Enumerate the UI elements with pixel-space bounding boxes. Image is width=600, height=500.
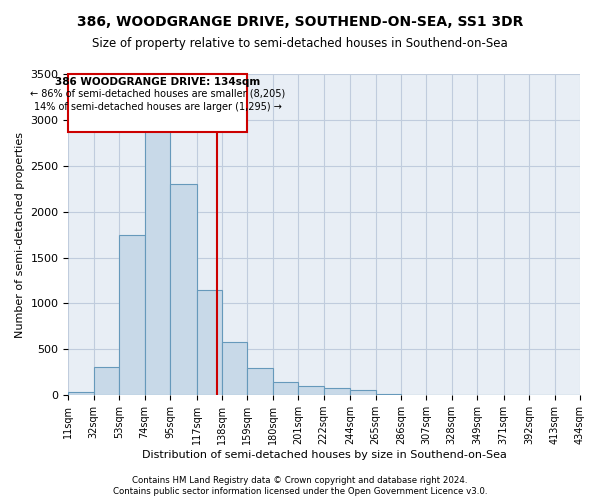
- Bar: [298, 386, 323, 395]
- Bar: [94, 367, 119, 395]
- Text: ← 86% of semi-detached houses are smaller (8,205): ← 86% of semi-detached houses are smalle…: [30, 88, 286, 99]
- Bar: [68, 74, 247, 132]
- Text: Contains HM Land Registry data © Crown copyright and database right 2024.: Contains HM Land Registry data © Crown c…: [132, 476, 468, 485]
- Bar: [376, 394, 401, 395]
- Y-axis label: Number of semi-detached properties: Number of semi-detached properties: [15, 132, 25, 338]
- Text: 386 WOODGRANGE DRIVE: 134sqm: 386 WOODGRANGE DRIVE: 134sqm: [55, 77, 260, 87]
- Text: 14% of semi-detached houses are larger (1,295) →: 14% of semi-detached houses are larger (…: [34, 102, 282, 112]
- Text: 386, WOODGRANGE DRIVE, SOUTHEND-ON-SEA, SS1 3DR: 386, WOODGRANGE DRIVE, SOUTHEND-ON-SEA, …: [77, 15, 523, 29]
- Text: Size of property relative to semi-detached houses in Southend-on-Sea: Size of property relative to semi-detach…: [92, 38, 508, 51]
- Text: Contains public sector information licensed under the Open Government Licence v3: Contains public sector information licen…: [113, 487, 487, 496]
- Bar: [247, 368, 273, 395]
- Bar: [197, 290, 222, 395]
- Bar: [170, 184, 197, 395]
- Bar: [119, 234, 145, 395]
- Bar: [68, 392, 94, 395]
- Bar: [145, 124, 170, 395]
- X-axis label: Distribution of semi-detached houses by size in Southend-on-Sea: Distribution of semi-detached houses by …: [142, 450, 506, 460]
- Bar: [273, 382, 298, 395]
- Bar: [323, 388, 350, 395]
- Bar: [222, 342, 247, 395]
- Bar: [350, 390, 376, 395]
